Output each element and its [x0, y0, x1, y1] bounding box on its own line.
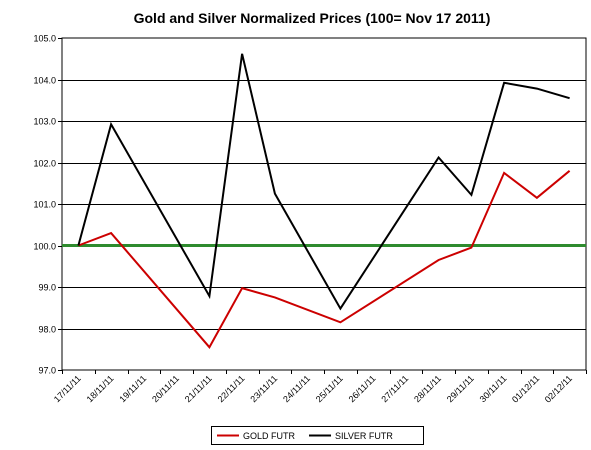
x-tick-label: 29/11/11 [445, 373, 476, 404]
y-tick-label: 105.0 [33, 34, 56, 44]
y-tick-label: 97.0 [38, 366, 56, 376]
grid [61, 37, 587, 371]
x-tick-label: 30/11/11 [478, 373, 509, 404]
legend: GOLD FUTR SILVER FUTR [211, 426, 424, 445]
chart-title: Gold and Silver Normalized Prices (100= … [134, 10, 491, 26]
x-tick-label: 27/11/11 [379, 373, 410, 404]
x-tick-label: 18/11/11 [85, 373, 116, 404]
x-tick-label: 23/11/11 [248, 373, 279, 404]
y-tick-label: 102.0 [33, 159, 56, 169]
x-tick-label: 25/11/11 [314, 373, 345, 404]
x-tick-label: 17/11/11 [52, 373, 83, 404]
x-tick-label: 22/11/11 [216, 373, 247, 404]
x-tick-label: 01/12/11 [510, 373, 541, 404]
x-tick-label: 28/11/11 [412, 373, 443, 404]
series-line-silver [77, 53, 570, 311]
x-tick-label: 21/11/11 [183, 373, 214, 404]
x-tick-label: 19/11/11 [117, 373, 148, 404]
y-tick-label: 98.0 [38, 325, 56, 335]
y-tick-label: 104.0 [33, 76, 56, 86]
legend-label-silver: SILVER FUTR [335, 431, 393, 441]
series [62, 53, 586, 349]
legend-label-gold: GOLD FUTR [243, 431, 296, 441]
y-tick-label: 103.0 [33, 117, 56, 127]
y-tick-label: 99.0 [38, 283, 56, 293]
x-tick-label: 24/11/11 [281, 373, 312, 404]
x-tick-label: 26/11/11 [347, 373, 378, 404]
x-tick-label: 20/11/11 [150, 373, 181, 404]
x-tick-label: 02/12/11 [543, 373, 574, 404]
y-tick-label: 100.0 [33, 242, 56, 252]
y-tick-label: 101.0 [33, 200, 56, 210]
series-line-gold [78, 170, 571, 349]
